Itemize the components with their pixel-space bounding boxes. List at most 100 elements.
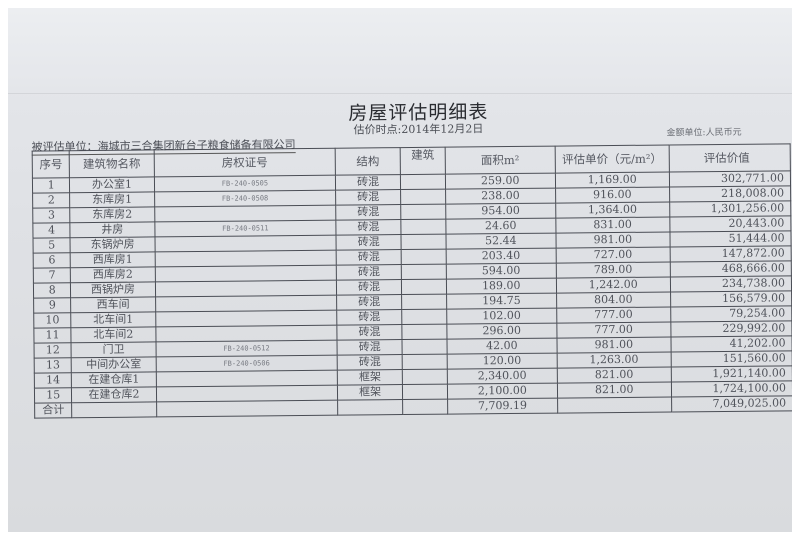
row-index: 10	[33, 312, 72, 329]
header-building-name: 建筑物名称	[69, 149, 154, 178]
building-extra	[402, 354, 448, 370]
area: 259.00	[445, 173, 556, 190]
row-index: 2	[32, 192, 71, 209]
area: 52.44	[446, 233, 556, 250]
building-name: 北车间1	[71, 311, 156, 328]
certificate-number	[154, 280, 337, 297]
valuation-table: 序号 建筑物名称 房权证号 结构 建筑 面积m² 评估单价（元/m²） 评估价值…	[32, 143, 792, 419]
currency-unit: 金额单位:人民币元	[666, 127, 742, 139]
structure: 砖混	[336, 294, 402, 311]
certificate-number: FB-240-0511	[154, 220, 337, 237]
header-area: 面积m²	[445, 146, 555, 175]
header-structure: 结构	[335, 147, 401, 176]
header-index: 序号	[32, 150, 70, 179]
assessed-value: 1,921,140.00	[671, 365, 792, 382]
area: 2,340.00	[447, 368, 557, 385]
valuation-date: 估价时点:2014年12月2日	[353, 122, 484, 137]
total-area: 7,709.19	[447, 398, 558, 415]
assessed-value: 156,579.00	[670, 290, 792, 307]
assessed-value: 41,202.00	[670, 335, 792, 352]
certificate-number	[155, 325, 338, 342]
unit-price: 1,263.00	[556, 351, 672, 369]
unit-price: 821.00	[556, 366, 672, 384]
unit-price: 981.00	[555, 231, 671, 249]
unit-price: 777.00	[556, 321, 671, 339]
certificate-number	[154, 265, 337, 282]
building-extra	[401, 294, 447, 310]
structure: 砖混	[336, 219, 401, 236]
area: 203.40	[446, 248, 556, 265]
total-value: 7,049,025.00	[671, 395, 792, 412]
assessed-value: 1,301,256.00	[669, 200, 791, 217]
building-extra	[402, 384, 448, 400]
area: 238.00	[445, 188, 556, 205]
building-extra	[400, 204, 446, 220]
certificate-number: FB-240-0512	[155, 340, 338, 357]
building-extra	[400, 189, 446, 205]
row-index: 12	[34, 342, 72, 359]
total-label: 合计	[34, 402, 73, 419]
valuation-document: 房屋评估明细表 估价时点:2014年12月2日 金额单位:人民币元 被评估单位：…	[8, 8, 792, 532]
certificate-number	[154, 250, 337, 267]
area: 296.00	[446, 323, 557, 340]
unit-price: 1,364.00	[555, 201, 670, 219]
structure: 砖混	[337, 309, 402, 326]
building-name: 井房	[70, 221, 155, 238]
certificate-number	[155, 370, 338, 387]
unit-price: 727.00	[555, 246, 671, 264]
assessed-value: 468,666.00	[670, 260, 792, 277]
building-extra	[400, 219, 447, 235]
unit-price: 804.00	[556, 291, 671, 309]
assessed-value: 20,443.00	[669, 215, 791, 232]
building-name: 西车间	[70, 296, 156, 313]
row-index: 14	[34, 372, 72, 389]
background-sheet	[8, 8, 792, 94]
row-index: 9	[33, 297, 72, 314]
area: 24.60	[445, 218, 556, 235]
building-name: 门卫	[71, 341, 156, 358]
structure: 砖混	[336, 249, 402, 266]
unit-price: 831.00	[555, 216, 670, 234]
area: 102.00	[446, 308, 557, 325]
building-name: 在建仓库2	[71, 386, 157, 403]
row-index: 1	[32, 177, 70, 194]
structure: 砖混	[336, 279, 402, 296]
row-index: 13	[34, 357, 72, 374]
unit-price: 789.00	[555, 261, 671, 279]
row-index: 3	[32, 207, 71, 224]
area: 189.00	[446, 278, 557, 295]
certificate-number	[155, 295, 338, 312]
area: 2,100.00	[447, 383, 558, 400]
structure: 砖混	[335, 204, 401, 221]
building-extra	[401, 309, 447, 325]
structure: 框架	[337, 384, 403, 401]
row-index: 7	[33, 267, 71, 284]
header-certificate: 房权证号	[153, 148, 336, 177]
building-extra	[401, 279, 447, 295]
unit-price: 916.00	[555, 186, 670, 204]
row-index: 11	[33, 327, 72, 344]
certificate-number	[155, 310, 338, 327]
building-name: 东库房1	[69, 191, 155, 208]
assessed-value: 229,992.00	[670, 320, 792, 337]
building-extra	[402, 369, 448, 385]
structure: 砖混	[335, 174, 401, 191]
building-extra	[401, 249, 447, 265]
certificate-number: FB-240-0508	[154, 190, 336, 207]
building-name: 东锅炉房	[70, 236, 155, 253]
assessed-value: 218,008.00	[669, 185, 791, 202]
building-extra	[401, 339, 448, 355]
assessed-value: 151,560.00	[671, 350, 792, 367]
building-extra	[401, 264, 447, 280]
structure: 砖混	[336, 264, 402, 281]
row-index: 5	[33, 237, 71, 254]
certificate-number	[154, 205, 337, 222]
building-extra	[400, 174, 446, 190]
building-extra	[401, 324, 448, 340]
row-index: 15	[34, 387, 72, 404]
building-name: 办公室1	[69, 176, 155, 193]
certificate-number	[154, 235, 337, 252]
certificate-number	[155, 385, 338, 402]
structure: 砖混	[337, 354, 403, 371]
document-photo: 房屋评估明细表 估价时点:2014年12月2日 金额单位:人民币元 被评估单位：…	[8, 8, 792, 532]
